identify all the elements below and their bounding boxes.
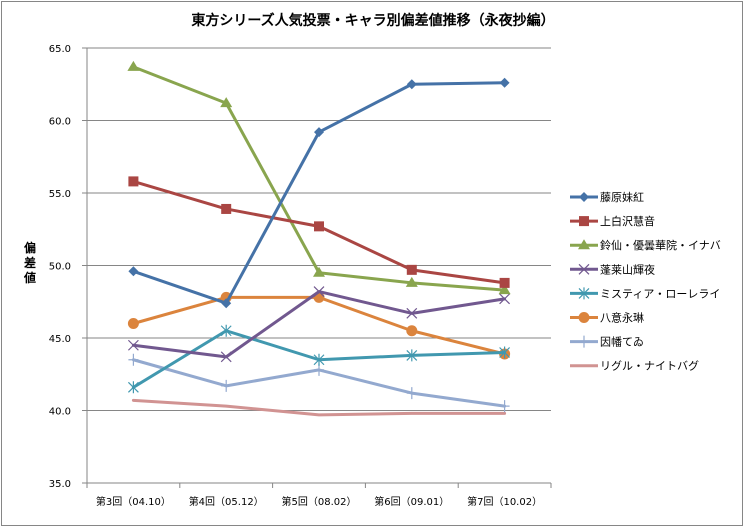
data-point xyxy=(314,127,324,138)
y-tick-label: 65.0 xyxy=(49,44,71,55)
legend-label: 因幡てゐ xyxy=(600,335,644,349)
x-tick-label: 第7回（10.02） xyxy=(467,495,542,508)
legend-marker xyxy=(579,216,589,227)
series-4 xyxy=(127,324,511,394)
data-point xyxy=(499,346,511,359)
series-3 xyxy=(127,286,511,363)
data-point xyxy=(406,387,417,400)
legend-marker xyxy=(578,239,590,250)
series-line xyxy=(131,295,507,356)
x-tick-labels: 第3回（04.10） 第4回（05.12） 第5回（08.02） 第6回（09.01）… xyxy=(96,495,542,508)
y-tick-label: 60.0 xyxy=(49,117,71,128)
legend-marker xyxy=(578,263,590,275)
series-line xyxy=(131,65,507,292)
y-tick-label: 40.0 xyxy=(49,407,71,418)
legend-item: 上白沢慧音 xyxy=(570,214,655,228)
legend-item: 八意永琳 xyxy=(570,311,644,325)
legend-item: 蓬莱山輝夜 xyxy=(570,262,655,276)
series-0 xyxy=(128,77,510,309)
data-point xyxy=(314,363,324,376)
x-tick-label: 第5回（08.02） xyxy=(282,495,357,508)
data-point xyxy=(405,276,418,287)
data-point xyxy=(499,293,511,305)
legend-marker xyxy=(579,335,589,348)
data-point xyxy=(128,176,139,187)
data-point xyxy=(499,77,510,88)
data-point xyxy=(406,325,418,337)
data-point xyxy=(498,284,511,295)
legend-marker xyxy=(579,192,589,202)
series-7 xyxy=(131,398,507,417)
data-point xyxy=(127,60,140,71)
data-point xyxy=(313,266,325,277)
data-point xyxy=(221,298,232,309)
data-point xyxy=(128,353,139,366)
x-tick-label: 第4回（05.12） xyxy=(189,495,264,508)
legend-item: 鈴仙・優曇華院・イナバ xyxy=(570,238,721,252)
legend-label: 鈴仙・優曇華院・イナバ xyxy=(600,238,721,252)
data-point xyxy=(221,379,232,392)
series-6 xyxy=(128,353,510,413)
y-axis-label-char: 値 xyxy=(23,270,36,285)
y-tick-label: 35.0 xyxy=(49,479,71,490)
legend: 藤原妹紅上白沢慧音鈴仙・優曇華院・イナバ蓬莱山輝夜ミスティア・ローレライ八意永琳… xyxy=(570,191,721,373)
data-point xyxy=(127,381,139,394)
chart-title: 東方シリーズ人気投票・キャラ別偏差値推移（永夜抄編） xyxy=(191,12,554,29)
data-point xyxy=(127,318,139,329)
legend-item: 因幡てゐ xyxy=(570,335,644,349)
x-tick-label: 第3回（04.10） xyxy=(96,495,171,508)
series-2 xyxy=(127,60,511,295)
data-point xyxy=(499,277,510,288)
y-tick-label: 55.0 xyxy=(49,189,71,200)
legend-label: 藤原妹紅 xyxy=(600,191,644,204)
series-line xyxy=(131,398,507,417)
y-axis-label: 偏差値 xyxy=(23,240,36,285)
legend-item: ミスティア・ローレライ xyxy=(570,287,720,300)
data-point xyxy=(499,400,510,413)
legend-marker xyxy=(578,287,590,300)
y-axis-label-char: 差 xyxy=(23,255,36,270)
data-point xyxy=(127,339,139,351)
legend-label: ミスティア・ローレライ xyxy=(600,287,720,300)
gridlines xyxy=(87,47,551,411)
y-tick-label: 45.0 xyxy=(49,334,71,345)
series-5 xyxy=(127,291,511,360)
data-point xyxy=(220,97,233,108)
data-point xyxy=(314,221,324,232)
legend-item: リグル・ナイトバグ xyxy=(570,359,699,373)
legend-marker xyxy=(578,312,590,323)
legend-label: 八意永琳 xyxy=(600,311,644,325)
data-point xyxy=(313,286,325,298)
data-point xyxy=(406,349,418,362)
x-tick-label: 第6回（09.01） xyxy=(374,495,449,508)
data-point xyxy=(221,203,232,214)
legend-label: リグル・ナイトバグ xyxy=(600,359,699,373)
y-tick-labels: 35.0 40.0 45.0 50.0 55.0 60.0 65.0 xyxy=(49,44,71,490)
series-lines xyxy=(127,60,511,417)
data-point xyxy=(406,307,418,319)
legend-label: 蓬莱山輝夜 xyxy=(600,262,655,276)
data-point xyxy=(406,79,417,90)
data-point xyxy=(406,264,417,275)
data-point xyxy=(220,351,232,363)
y-axis-label-char: 偏 xyxy=(24,240,36,255)
data-point xyxy=(220,324,232,337)
data-point xyxy=(313,353,325,366)
y-tick-label: 50.0 xyxy=(49,262,71,273)
legend-label: 上白沢慧音 xyxy=(600,214,655,228)
axes xyxy=(82,47,552,488)
legend-item: 藤原妹紅 xyxy=(570,191,644,204)
data-point xyxy=(128,266,139,277)
series-1 xyxy=(128,176,510,288)
